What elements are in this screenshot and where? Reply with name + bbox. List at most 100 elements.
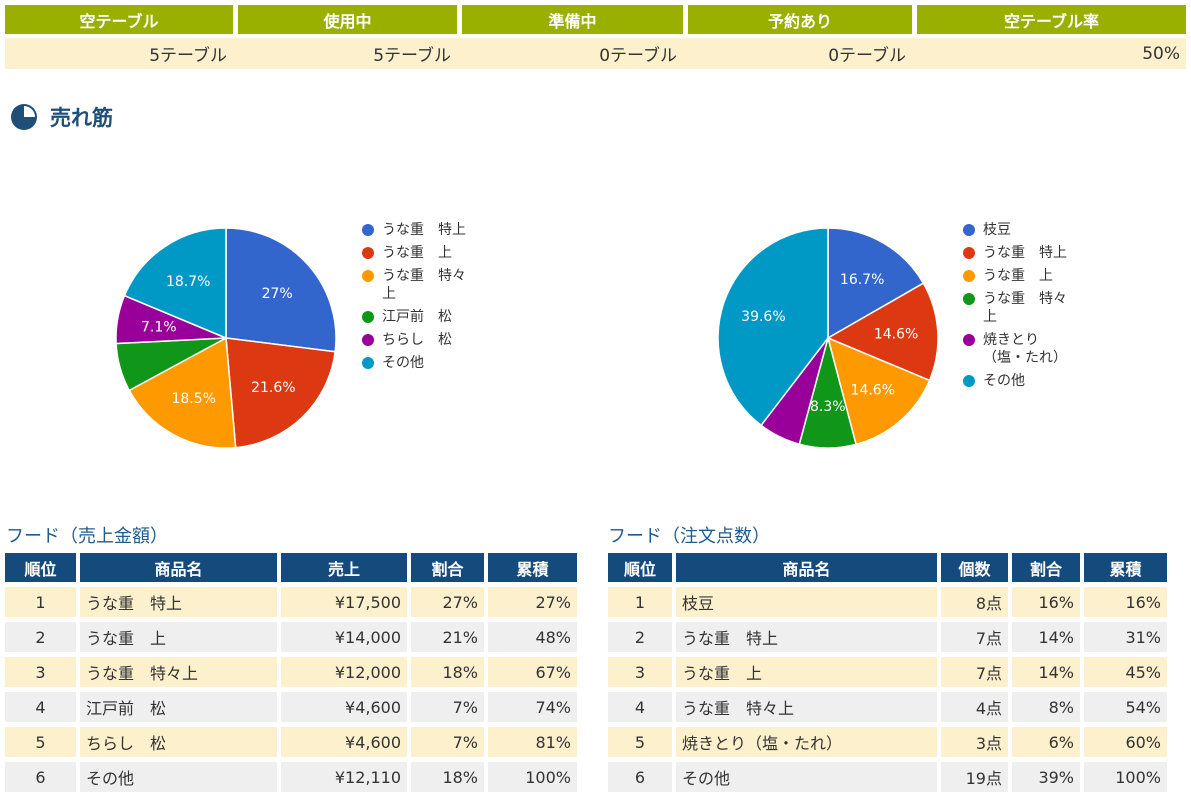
status-header-reserved: 予約あり xyxy=(688,5,912,34)
pie-slice[interactable] xyxy=(225,337,336,449)
legend-swatch xyxy=(963,334,975,346)
pie-data-label: 21.6% xyxy=(251,380,295,396)
cell-cumulative: 16% xyxy=(1084,587,1167,617)
cell-item-name: うな重 特上 xyxy=(676,622,937,652)
count-pie-legend: 枝豆 うな重 特上 うな重 上うな重 特々 上焼きとり （塩・たれ） その他 xyxy=(963,221,1067,395)
cell-rank: 1 xyxy=(5,587,76,617)
legend-swatch xyxy=(362,224,374,236)
col-header-item: 商品名 xyxy=(80,553,277,582)
pie-data-label: 8.3% xyxy=(810,399,846,415)
cell-item-name: その他 xyxy=(676,762,937,792)
count-ranking-table: 順位 商品名 個数 割合 累積 1 枝豆 8点 16% 16% 2 うな重 特上 7点 14% 3… xyxy=(604,548,1171,797)
legend-label: うな重 特々 上 xyxy=(382,268,466,302)
status-header-in-use: 使用中 xyxy=(238,5,457,34)
legend-item: うな重 上 xyxy=(963,267,1067,285)
sales-table-caption: フード（売上金額） xyxy=(6,526,168,547)
pie-slice[interactable] xyxy=(717,227,829,427)
pie-slice[interactable] xyxy=(827,227,925,340)
pie-data-label: 16.7% xyxy=(840,272,884,288)
cell-rank: 3 xyxy=(608,657,672,687)
status-value-reserved: 0テーブル xyxy=(683,38,912,69)
status-value-empty-rate: 50% xyxy=(912,38,1186,69)
cell-ratio: 18% xyxy=(411,762,484,792)
section-title: 売れ筋 xyxy=(50,106,113,130)
section-header: 売れ筋 xyxy=(10,102,113,132)
cell-item-name: うな重 特々上 xyxy=(80,657,277,687)
cell-cumulative: 54% xyxy=(1084,692,1167,722)
legend-swatch xyxy=(362,311,374,323)
legend-label: うな重 特上 xyxy=(983,245,1067,261)
cell-ratio: 21% xyxy=(411,622,484,652)
pie-slice[interactable] xyxy=(826,282,939,382)
cell-cumulative: 100% xyxy=(488,762,577,792)
status-value-empty: 5テーブル xyxy=(5,38,233,69)
cell-amount: ¥12,000 xyxy=(281,657,407,687)
cell-item-name: うな重 上 xyxy=(676,657,937,687)
legend-swatch xyxy=(362,270,374,282)
cell-amount: ¥17,500 xyxy=(281,587,407,617)
cell-ratio: 8% xyxy=(1012,692,1080,722)
cell-cumulative: 31% xyxy=(1084,622,1167,652)
table-row: 6 その他 19点 39% 100% xyxy=(608,762,1167,792)
legend-item: 焼きとり （塩・たれ） xyxy=(963,331,1067,367)
cell-ratio: 39% xyxy=(1012,762,1080,792)
pie-slice[interactable] xyxy=(128,336,237,449)
legend-label: うな重 特上 xyxy=(382,222,466,238)
pie-slice[interactable] xyxy=(123,227,227,340)
pie-slice[interactable] xyxy=(225,227,337,353)
pie-data-label: 14.6% xyxy=(874,327,918,343)
cell-item-name: 焼きとり（塩・たれ） xyxy=(676,727,937,757)
cell-cumulative: 48% xyxy=(488,622,577,652)
cell-amount: 19点 xyxy=(941,762,1008,792)
cell-ratio: 14% xyxy=(1012,657,1080,687)
col-header-sales: 売上 xyxy=(281,553,407,582)
legend-label: その他 xyxy=(983,373,1025,389)
cell-rank: 4 xyxy=(608,692,672,722)
col-header-cumulative: 累積 xyxy=(1084,553,1167,582)
cell-rank: 1 xyxy=(608,587,672,617)
cell-amount: ¥4,600 xyxy=(281,727,407,757)
legend-item: うな重 特々 上 xyxy=(362,267,466,303)
cell-amount: 3点 xyxy=(941,727,1008,757)
cell-rank: 6 xyxy=(608,762,672,792)
legend-item: うな重 特上 xyxy=(963,244,1067,262)
legend-label: その他 xyxy=(382,355,424,371)
pie-data-label: 18.7% xyxy=(166,274,210,290)
cell-amount: 4点 xyxy=(941,692,1008,722)
cell-item-name: うな重 上 xyxy=(80,622,277,652)
cell-rank: 2 xyxy=(608,622,672,652)
pie-data-label: 14.6% xyxy=(851,382,895,398)
table-row: 3 うな重 上 7点 14% 45% xyxy=(608,657,1167,687)
cell-ratio: 18% xyxy=(411,657,484,687)
legend-label: 焼きとり （塩・たれ） xyxy=(983,332,1067,366)
status-header-empty: 空テーブル xyxy=(5,5,233,34)
legend-item: うな重 特上 xyxy=(362,221,466,239)
sales-pie-legend: うな重 特上 うな重 上うな重 特々 上江戸前 松ちらし 松その他 xyxy=(362,221,466,377)
cell-ratio: 7% xyxy=(411,692,484,722)
cell-cumulative: 60% xyxy=(1084,727,1167,757)
table-row: 4 江戸前 松 ¥4,600 7% 74% xyxy=(5,692,577,722)
legend-item: うな重 上 xyxy=(362,244,466,262)
col-header-ratio: 割合 xyxy=(1012,553,1080,582)
cell-rank: 4 xyxy=(5,692,76,722)
col-header-cumulative: 累積 xyxy=(488,553,577,582)
legend-swatch xyxy=(362,247,374,259)
count-table-caption: フード（注文点数） xyxy=(608,526,770,547)
legend-swatch xyxy=(963,375,975,387)
table-row: 1 枝豆 8点 16% 16% xyxy=(608,587,1167,617)
cell-ratio: 27% xyxy=(411,587,484,617)
col-header-count: 個数 xyxy=(941,553,1008,582)
legend-label: ちらし 松 xyxy=(382,332,452,348)
cell-rank: 6 xyxy=(5,762,76,792)
pie-slice[interactable] xyxy=(826,336,931,446)
legend-label: うな重 上 xyxy=(983,268,1053,284)
cell-cumulative: 27% xyxy=(488,587,577,617)
cell-cumulative: 81% xyxy=(488,727,577,757)
legend-item: うな重 特々 上 xyxy=(963,290,1067,326)
legend-label: うな重 特々 上 xyxy=(983,291,1067,325)
cell-item-name: 江戸前 松 xyxy=(80,692,277,722)
cell-item-name: うな重 特々上 xyxy=(676,692,937,722)
legend-item: ちらし 松 xyxy=(362,331,466,349)
cell-item-name: 枝豆 xyxy=(676,587,937,617)
count-pie-chart: 16.7% 14.6% 14.6% 8.3% 39.6% xyxy=(717,227,939,449)
